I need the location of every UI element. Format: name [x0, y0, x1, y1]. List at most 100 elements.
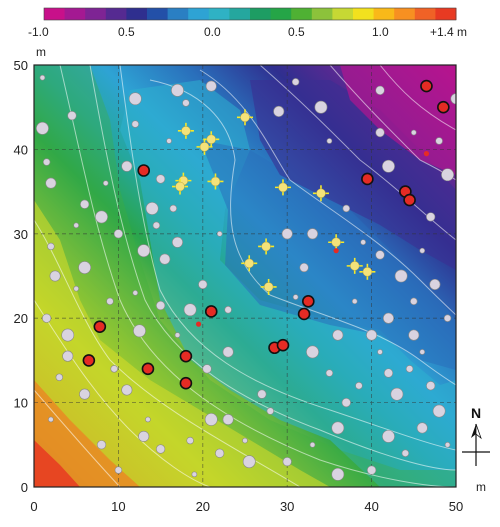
grey-marker [159, 253, 171, 265]
grey-marker [198, 279, 208, 290]
yellow-cross-marker [359, 263, 376, 280]
grey-marker [80, 199, 90, 209]
red-marker [137, 164, 151, 177]
colorbar-label-3: 0.5 [288, 25, 305, 39]
grey-marker [419, 349, 426, 355]
grey-marker [257, 389, 267, 399]
grey-marker [266, 407, 275, 415]
grey-marker [325, 369, 334, 377]
red-marker [82, 354, 96, 367]
colorbar-swatch [229, 8, 251, 20]
red-marker [93, 320, 107, 333]
grey-marker [351, 298, 358, 305]
colorbar-swatch [291, 8, 313, 20]
yellow-cross-marker [241, 255, 258, 272]
x-axis-unit: m [476, 480, 486, 494]
grey-marker [204, 413, 218, 426]
grey-marker [410, 297, 418, 306]
colorbar-swatch [353, 8, 375, 20]
grey-marker [441, 168, 454, 182]
grey-marker [215, 448, 225, 458]
colorbar-label-2: 0.0 [204, 25, 221, 39]
grey-marker [156, 174, 166, 184]
grey-marker [309, 441, 316, 448]
yellow-cross-layer [172, 109, 376, 295]
grey-marker [242, 437, 248, 444]
yellow-cross-marker [260, 278, 277, 295]
x-tick-label: 50 [449, 499, 463, 514]
grey-marker [138, 430, 150, 442]
grey-marker [408, 329, 420, 341]
grey-marker [48, 416, 54, 423]
grey-marker [306, 345, 319, 359]
grey-marker [67, 111, 77, 121]
colorbar-swatch [311, 8, 333, 20]
grey-marker [375, 85, 385, 95]
grey-marker [121, 160, 133, 172]
grey-marker [137, 244, 151, 258]
colorbar-label-4: 1.0 [372, 25, 389, 39]
grey-marker [156, 444, 166, 454]
red-marker [179, 376, 193, 390]
grey-marker [114, 466, 123, 474]
colorbar-swatch [373, 8, 395, 20]
grey-marker [42, 313, 52, 323]
yellow-cross-marker [196, 138, 213, 155]
grey-marker [332, 329, 344, 341]
grey-marker [383, 368, 394, 378]
small-red-point [333, 248, 339, 254]
grey-marker [341, 398, 351, 408]
grey-marker [96, 440, 107, 450]
north-label: N [471, 405, 481, 421]
colorbar-swatch [44, 8, 66, 20]
grey-marker [394, 269, 408, 283]
y-tick-label: 40 [14, 142, 28, 157]
colorbar-swatch [414, 8, 436, 20]
grey-marker [131, 120, 139, 128]
grey-marker [39, 74, 46, 81]
grey-marker [73, 222, 79, 229]
grey-marker [342, 204, 350, 213]
grey-marker [132, 290, 139, 296]
grey-marker [128, 92, 142, 106]
colorbar-swatch [270, 8, 292, 20]
grey-marker [429, 278, 441, 290]
grey-marker [410, 129, 417, 136]
red-marker [437, 100, 450, 114]
grey-marker [426, 381, 436, 391]
grey-marker [426, 212, 436, 222]
contour-fill [34, 65, 456, 487]
red-marker-layer [82, 79, 450, 390]
yellow-cross-marker [172, 178, 189, 195]
grey-marker [443, 314, 452, 322]
red-marker [403, 193, 416, 207]
x-tick-label: 40 [364, 499, 378, 514]
colorbar-swatch [435, 8, 457, 20]
yellow-cross-marker [237, 109, 253, 126]
grey-marker [49, 270, 61, 282]
grey-marker [242, 455, 256, 469]
red-marker [301, 295, 315, 308]
color-scale-bar [43, 7, 457, 21]
grey-marker [47, 242, 55, 251]
grey-marker [174, 332, 181, 338]
grey-marker [42, 158, 51, 166]
grey-marker [183, 303, 197, 317]
grey-marker [79, 388, 91, 400]
red-marker [420, 79, 433, 93]
grey-marker [133, 324, 146, 338]
x-tick-label: 30 [280, 499, 294, 514]
yellow-cross-marker [274, 179, 291, 196]
grey-marker [216, 231, 223, 237]
grey-marker [171, 236, 183, 248]
grey-marker [432, 404, 446, 418]
grey-marker [291, 78, 300, 86]
colorbar-label-0: -1.0 [28, 25, 49, 39]
grey-marker [110, 365, 118, 373]
grey-marker [367, 465, 377, 475]
red-marker [297, 307, 311, 321]
grey-marker [435, 137, 443, 145]
grey-marker [202, 364, 212, 374]
grey-marker [182, 99, 190, 107]
x-tick-label: 20 [196, 499, 210, 514]
